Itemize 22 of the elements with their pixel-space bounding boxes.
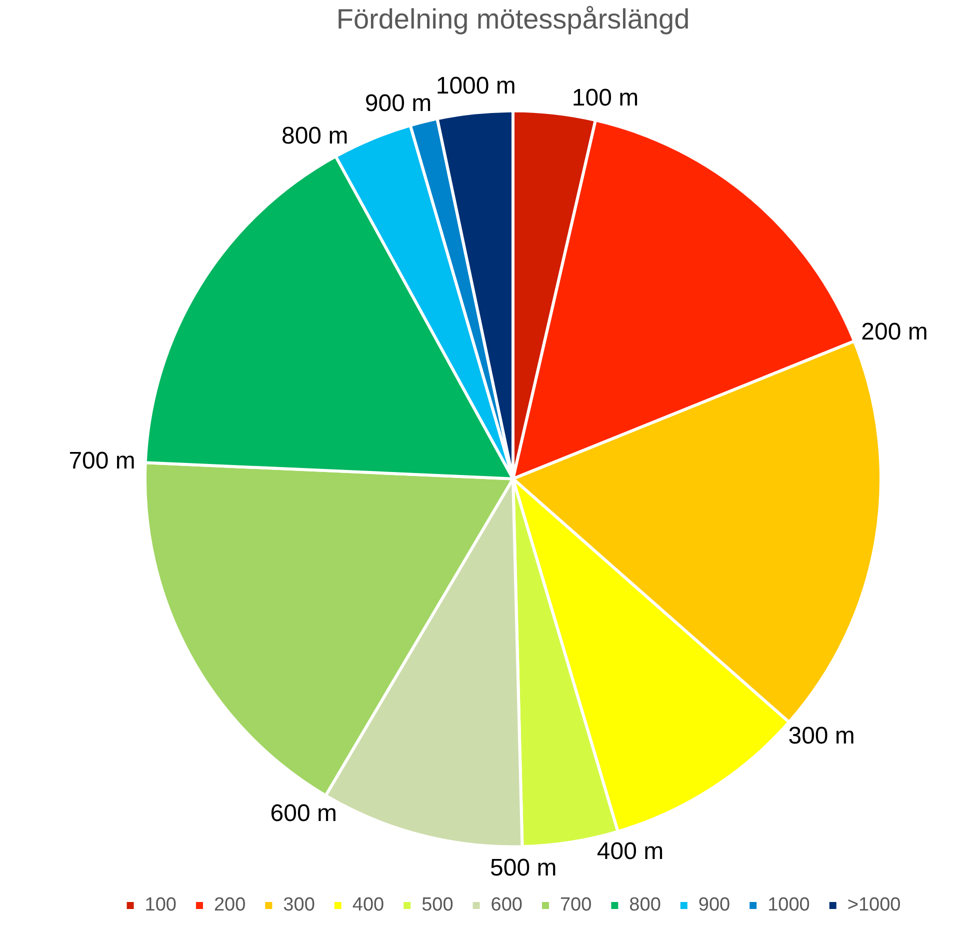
text: 200 m (861, 318, 928, 346)
legend-label: 500 (422, 894, 454, 916)
text: 300 m (788, 722, 855, 750)
legend-label: 300 (283, 894, 315, 916)
legend-label: 200 (214, 894, 246, 916)
text: 700 m (68, 447, 136, 474)
legend-label: 100 (144, 894, 176, 916)
text: 500 m (490, 854, 557, 882)
chart-title: Fördelning mötesspårslängd (336, 4, 690, 35)
text: 600 m (270, 800, 337, 828)
text: 900 m (364, 90, 432, 117)
legend-label: 800 (629, 894, 661, 916)
text: 1000 m (436, 72, 516, 100)
legend-label: 1000 (768, 894, 810, 916)
legend-label: >1000 (847, 894, 901, 916)
text: 400 m (596, 838, 664, 866)
legend-label: 700 (560, 894, 592, 916)
text: 100 m (572, 84, 639, 112)
legend-label: 900 (698, 894, 730, 916)
legend-label: 400 (352, 894, 384, 916)
legend-label: 600 (490, 894, 522, 916)
text: 800 m (281, 122, 348, 150)
